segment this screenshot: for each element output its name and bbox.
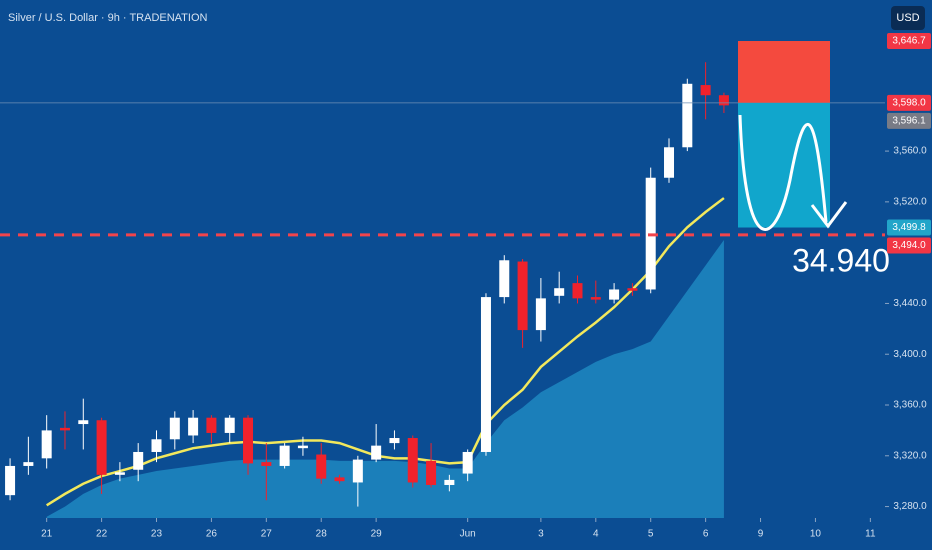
x-tick-label: 6 xyxy=(703,529,709,540)
price-badge-label: 3,596.1 xyxy=(892,115,926,126)
candle-body xyxy=(627,288,638,291)
x-tick-label: 5 xyxy=(648,529,654,540)
candle-body xyxy=(407,438,418,483)
y-tick-label: 3,520.0 xyxy=(893,197,927,208)
candle-body xyxy=(151,439,162,452)
candle-body xyxy=(224,417,235,433)
candle-body xyxy=(316,454,327,479)
candle-body xyxy=(572,283,583,299)
candle-body xyxy=(609,289,620,300)
x-tick-label: 28 xyxy=(316,529,328,540)
price-badge-label: 3,499.8 xyxy=(892,222,926,233)
candle-body xyxy=(517,261,528,331)
x-tick-label: 10 xyxy=(810,529,822,540)
candle-body xyxy=(96,420,107,475)
candle-body xyxy=(261,462,272,466)
x-tick-label: 9 xyxy=(758,529,764,540)
candle-body xyxy=(682,83,693,148)
forecast-arrow xyxy=(810,201,848,229)
chart-title: Silver / U.S. Dollar · 9h · TRADENATION xyxy=(8,12,208,24)
price-badge xyxy=(887,219,931,236)
candle-body xyxy=(664,147,675,178)
candle-body xyxy=(426,460,437,485)
candle-body xyxy=(700,85,711,96)
candle-body xyxy=(5,465,16,496)
candle-body xyxy=(371,445,382,460)
candle-body xyxy=(590,297,601,300)
moving-average xyxy=(46,197,725,507)
candle-body xyxy=(444,479,455,485)
candle-body xyxy=(499,260,510,298)
price-badge xyxy=(887,237,931,254)
x-tick-label: 29 xyxy=(371,529,383,540)
candle-body xyxy=(554,288,565,296)
x-tick-label: 21 xyxy=(41,529,53,540)
stop-zone xyxy=(738,41,830,103)
forecast-path xyxy=(738,114,828,231)
currency-label: USD xyxy=(896,12,919,24)
candle-body xyxy=(59,427,70,431)
price-badge-label: 3,494.0 xyxy=(892,240,926,251)
candle-body xyxy=(480,297,491,452)
x-tick-label: 22 xyxy=(96,529,108,540)
price-annotation: 34.940 xyxy=(792,242,890,278)
candle-body xyxy=(462,451,473,474)
y-tick-label: 3,320.0 xyxy=(893,450,927,461)
x-tick-label: Jun xyxy=(460,529,476,540)
y-tick-label: 3,560.0 xyxy=(893,146,927,157)
candle-body xyxy=(78,420,89,425)
price-badge xyxy=(887,112,931,129)
price-badge-label: 3,598.0 xyxy=(892,97,926,108)
candle-body xyxy=(279,445,290,466)
candle-body xyxy=(133,451,144,470)
candle-body xyxy=(297,445,308,449)
candle-body xyxy=(114,472,125,475)
candle-body xyxy=(535,298,546,331)
x-tick-label: 3 xyxy=(538,529,544,540)
y-tick-label: 3,400.0 xyxy=(893,349,927,360)
area xyxy=(46,239,724,519)
currency-button[interactable] xyxy=(891,6,925,30)
x-tick-label: 4 xyxy=(593,529,599,540)
candle-body xyxy=(23,462,34,466)
price-badge xyxy=(887,33,931,50)
candle-body xyxy=(718,95,729,106)
candle-body xyxy=(243,417,254,464)
x-tick-label: 23 xyxy=(151,529,163,540)
candle-body xyxy=(352,459,363,483)
price-badge xyxy=(887,94,931,111)
candle-body xyxy=(169,417,180,440)
candle-body xyxy=(188,417,199,436)
y-tick-label: 3,360.0 xyxy=(893,400,927,411)
x-tick-label: 11 xyxy=(865,529,876,540)
candle-body xyxy=(334,477,345,482)
x-tick-label: 26 xyxy=(206,529,218,540)
candle-body xyxy=(206,417,217,433)
candle-body xyxy=(41,430,52,459)
x-tick-label: 27 xyxy=(261,529,273,540)
candle-body xyxy=(389,438,400,444)
y-tick-label: 3,440.0 xyxy=(893,298,927,309)
y-tick-label: 3,280.0 xyxy=(893,501,927,512)
price-badge-label: 3,646.7 xyxy=(892,36,926,47)
